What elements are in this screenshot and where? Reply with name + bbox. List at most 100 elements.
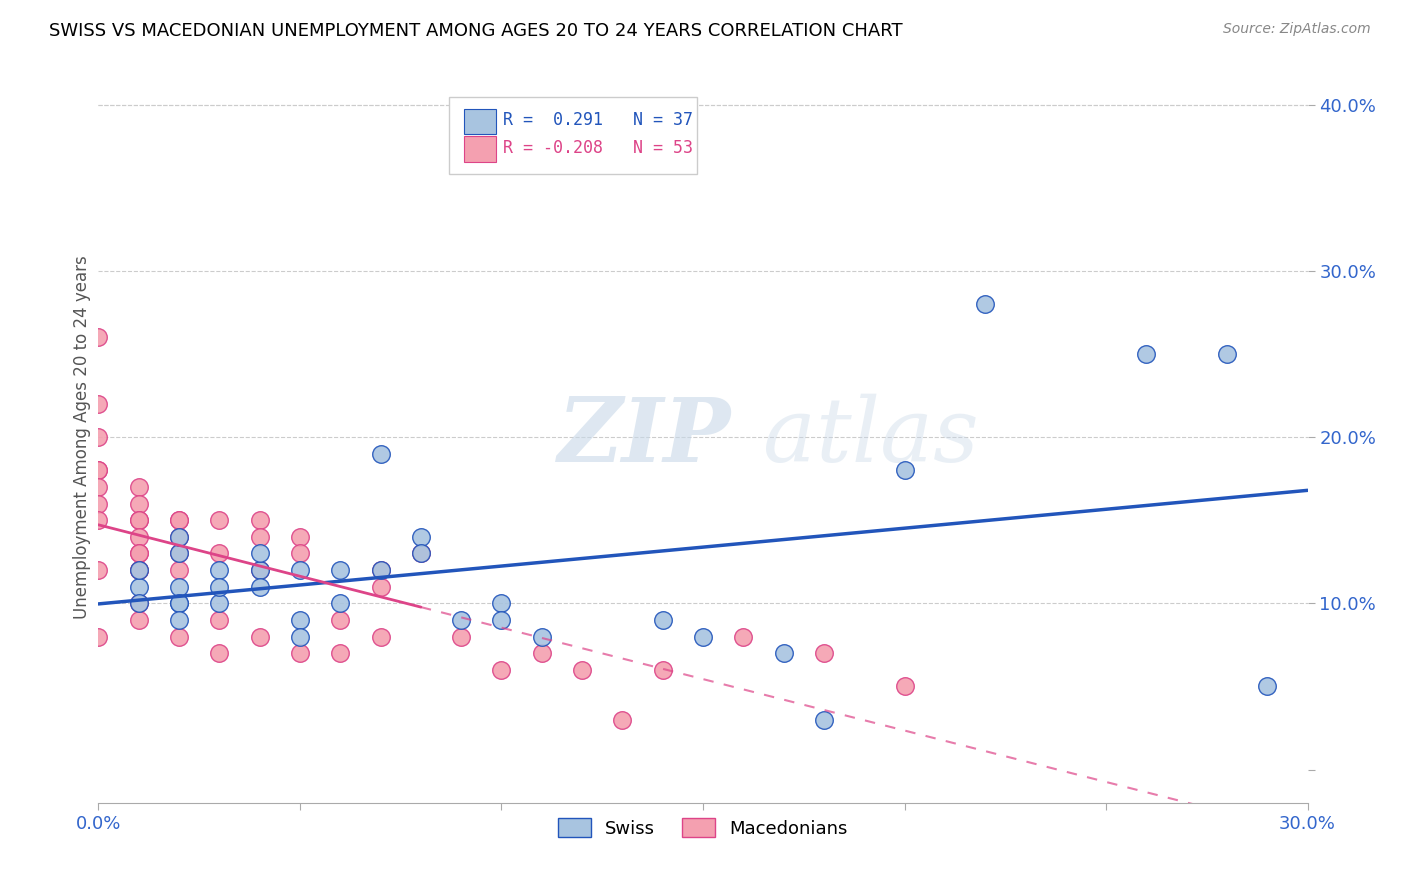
Point: [128, 563, 150, 577]
Point: [128, 563, 150, 577]
Point: [167, 563, 190, 577]
Point: [128, 513, 150, 527]
Text: R = -0.208   N = 53: R = -0.208 N = 53: [503, 139, 693, 157]
Point: [974, 297, 997, 311]
FancyBboxPatch shape: [464, 109, 496, 135]
Point: [409, 546, 432, 560]
Y-axis label: Unemployment Among Ages 20 to 24 years: Unemployment Among Ages 20 to 24 years: [73, 255, 91, 619]
Point: [329, 596, 352, 610]
Point: [87, 330, 110, 344]
Point: [329, 563, 352, 577]
Point: [167, 513, 190, 527]
Point: [208, 646, 231, 660]
Point: [128, 596, 150, 610]
Legend: Swiss, Macedonians: Swiss, Macedonians: [551, 811, 855, 845]
Point: [450, 630, 472, 644]
Point: [288, 646, 311, 660]
Point: [530, 630, 553, 644]
Point: [409, 530, 432, 544]
Point: [733, 630, 755, 644]
Point: [208, 513, 231, 527]
Point: [288, 530, 311, 544]
Point: [370, 630, 392, 644]
Point: [87, 430, 110, 444]
Text: atlas: atlas: [763, 393, 979, 481]
Point: [128, 530, 150, 544]
Point: [491, 663, 513, 677]
Point: [208, 613, 231, 627]
Point: [87, 513, 110, 527]
Point: [167, 530, 190, 544]
Point: [128, 613, 150, 627]
Point: [128, 480, 150, 494]
Point: [128, 563, 150, 577]
Point: [1216, 347, 1239, 361]
Text: Source: ZipAtlas.com: Source: ZipAtlas.com: [1223, 22, 1371, 37]
Point: [249, 546, 271, 560]
FancyBboxPatch shape: [449, 97, 697, 174]
Point: [208, 580, 231, 594]
Point: [893, 680, 915, 694]
Point: [167, 546, 190, 560]
Point: [167, 630, 190, 644]
Point: [329, 613, 352, 627]
Point: [249, 630, 271, 644]
Point: [370, 563, 392, 577]
Point: [208, 596, 231, 610]
Text: ZIP: ZIP: [558, 394, 731, 480]
Text: R =  0.291   N = 37: R = 0.291 N = 37: [503, 112, 693, 129]
Point: [651, 613, 673, 627]
Point: [87, 397, 110, 411]
Point: [329, 646, 352, 660]
Point: [128, 596, 150, 610]
Point: [128, 513, 150, 527]
Point: [167, 596, 190, 610]
Point: [167, 513, 190, 527]
Point: [249, 513, 271, 527]
Point: [208, 563, 231, 577]
Point: [893, 463, 915, 477]
Point: [249, 563, 271, 577]
Point: [651, 663, 673, 677]
Point: [370, 563, 392, 577]
Point: [288, 613, 311, 627]
Point: [128, 580, 150, 594]
Point: [370, 447, 392, 461]
Point: [288, 546, 311, 560]
Point: [409, 546, 432, 560]
Point: [1135, 347, 1157, 361]
Point: [87, 463, 110, 477]
Point: [813, 646, 835, 660]
Point: [813, 713, 835, 727]
Point: [1256, 680, 1278, 694]
Point: [87, 463, 110, 477]
Point: [87, 497, 110, 511]
Point: [288, 630, 311, 644]
Point: [167, 596, 190, 610]
Point: [167, 546, 190, 560]
Point: [530, 646, 553, 660]
Point: [571, 663, 593, 677]
Point: [450, 613, 472, 627]
Point: [167, 613, 190, 627]
Point: [249, 563, 271, 577]
Point: [167, 580, 190, 594]
Point: [692, 630, 714, 644]
Point: [87, 630, 110, 644]
Point: [249, 580, 271, 594]
Point: [370, 580, 392, 594]
Point: [288, 563, 311, 577]
FancyBboxPatch shape: [464, 136, 496, 162]
Point: [208, 546, 231, 560]
Point: [491, 613, 513, 627]
Point: [128, 546, 150, 560]
Point: [612, 713, 634, 727]
Point: [772, 646, 794, 660]
Point: [87, 563, 110, 577]
Text: SWISS VS MACEDONIAN UNEMPLOYMENT AMONG AGES 20 TO 24 YEARS CORRELATION CHART: SWISS VS MACEDONIAN UNEMPLOYMENT AMONG A…: [49, 22, 903, 40]
Point: [87, 480, 110, 494]
Point: [128, 497, 150, 511]
Point: [249, 530, 271, 544]
Point: [128, 546, 150, 560]
Point: [167, 530, 190, 544]
